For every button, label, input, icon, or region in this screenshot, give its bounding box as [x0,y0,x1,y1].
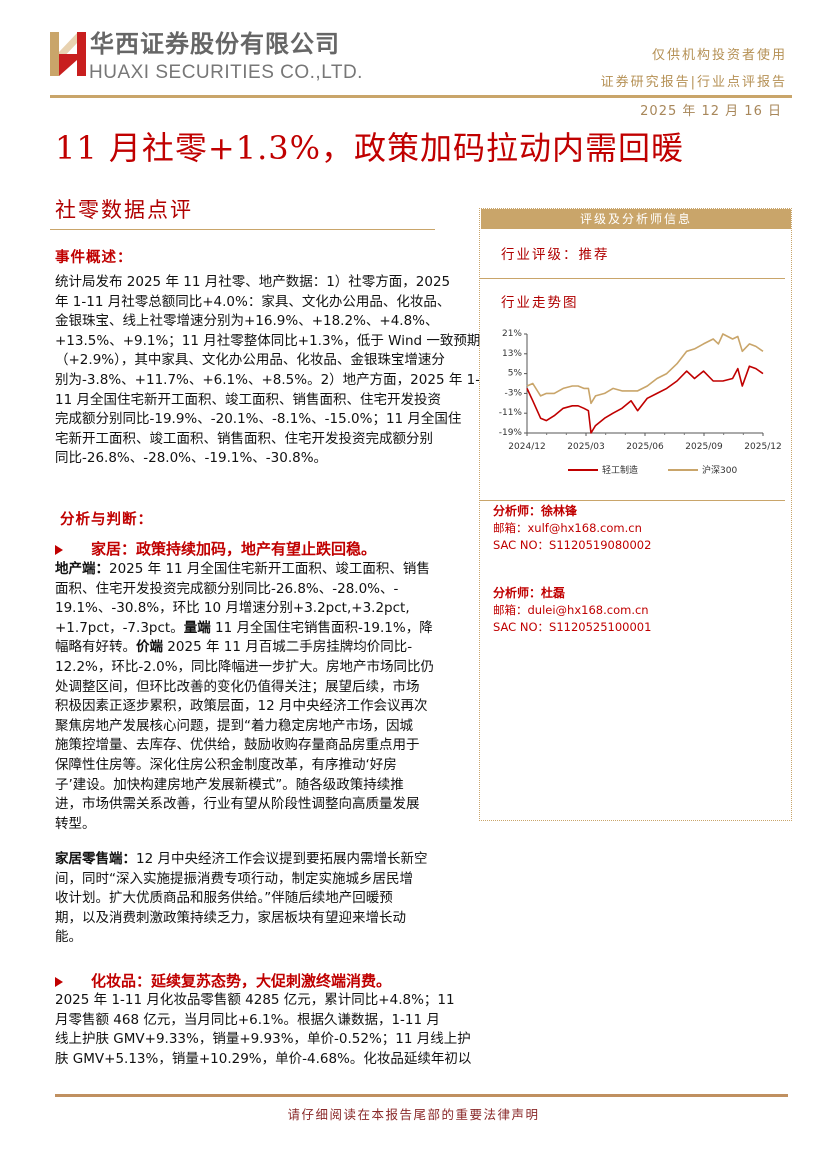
industry-trend-chart: 21% 13% 5% -3% -11% -19% 2024/12 2025/03 2025/06… [499,329,782,476]
text-line: 聚焦房地产发展核心问题，提到“着力稳定房地产市场，因城 [55,717,413,734]
text-line: 积极因素正逐步累积，政策层面，12 月中央经济工作会议再次 [55,698,428,715]
report-subtitle: 社零数据点评 [55,198,193,222]
legal-disclaimer-notice: 请仔细阅读在本报告尾部的重要法律声明 [287,1107,540,1122]
y-tick-label: 21% [502,329,522,339]
text-line: 同比-26.8%、-28.0%、-19.1%、-30.8%。 [55,450,328,467]
report-date: 2025 年 12 月 16 日 [640,104,782,119]
report-title: 11 月社零+1.3%，政策加码拉动内需回暖 [55,129,685,167]
text-line: 幅略有好转。价端 2025 年 11 月百城二手房挂牌均价同比- [55,638,460,658]
text-line: 能。 [55,929,82,946]
property-paragraph: 地产端：2025 年 11 月全国住宅新开工面积、竣工面积、销售 面积、住宅开发… [55,560,460,834]
cosmetics-section-heading: 化妆品：延续复苏态势，大促刺激终端消费。 [55,970,391,991]
home-retail-paragraph: 家居零售端：12 月中央经济工作会议提到要拓展内需增长新空 间，同时“深入实施提… [55,850,460,948]
text-line: 期，以及消费刺激政策持续乏力，家居板块有望迎来增长动 [55,909,406,926]
text-span: 幅略有好转。 [55,639,136,656]
analyst-email[interactable]: 邮箱：xulf@hx168.com.cn [493,521,642,535]
home-section-heading: 家居：政策持续加码，地产有望止跌回稳。 [55,538,376,559]
legend-label: 沪深300 [702,464,737,476]
section-title: 化妆品：延续复苏态势，大促刺激终端消费。 [91,972,392,990]
report-type-tag: 证券研究报告|行业点评报告 [600,75,787,90]
header-divider [50,95,792,98]
text-line: 线上护肤 GMV+9.33%，销量+9.93%，单价-0.52%；11 月线上护 [55,1031,471,1048]
text-line: 完成额分别同比-19.9%、-20.1%、-8.1%、-15.0%；11 月全国… [55,411,462,428]
text-span: +1.7pct，-7.3pct。 [55,619,184,636]
analyst-name: 分析师：徐林锋 [493,504,578,518]
text-line: 金银珠宝、线上社零增速分别为+16.9%、+18.2%、+4.8%、 [55,313,439,330]
text-line: 11 月全国住宅新开工面积、竣工面积、销售面积、住宅开发投资 [55,391,441,408]
event-paragraph: 统计局发布 2025 年 11 月社零、地产数据：1）社零方面，2025 年 1… [55,273,481,469]
analyst-sac: SAC NO：S1120519080002 [493,538,652,552]
text-line: 年 1-11 月社零总额同比+4.0%：家具、文化办公用品、化妆品、 [55,293,451,310]
text-line: 施策控增量、去库存、优供给，鼓励收购存量商品房重点用于 [55,737,420,754]
text-line: 保障性住房等。深化住房公积金制度改革，有序推动‘好房 [55,756,397,773]
text-line: 家居零售端：12 月中央经济工作会议提到要拓展内需增长新空 [55,850,460,870]
analysis-heading: 分析与判断： [60,512,153,528]
x-tick-label: 2024/12 [508,442,545,452]
text-line: 19.1%、-30.8%，环比 10 月增速分别+3.2pct,+3.2pct, [55,600,410,617]
panel-header: 评级及分析师信息 [481,209,791,229]
panel-divider [480,278,785,279]
y-tick-label: -19% [499,428,523,438]
text-span: 2025 年 11 月全国住宅新开工面积、竣工面积、销售 [109,561,430,577]
analyst-name: 分析师：杜磊 [493,586,566,600]
cosmetics-paragraph: 2025 年 1-11 月化妆品零售额 4285 亿元，累计同比+4.8%；11… [55,991,472,1069]
company-name-cn: 华西证券股份有限公司 [90,30,340,58]
text-line: 面积、住宅开发投资完成额分别同比-26.8%、-28.0%、- [55,580,399,597]
x-tick-label: 2025/03 [567,442,604,452]
y-tick-label: 5% [508,369,523,379]
audience-tag: 仅供机构投资者使用 [651,48,787,63]
text-line: 统计局发布 2025 年 11 月社零、地产数据：1）社零方面，2025 [55,274,451,290]
analyst-sac: SAC NO：S1120525100001 [493,620,652,634]
x-tick-label: 2025/12 [744,442,781,452]
text-line: 收计划。扩大优质商品和服务供给。”伴随后续地产回暖预 [55,890,393,907]
property-label: 地产端： [55,561,109,577]
text-line: 转型。 [55,815,96,832]
industry-rating: 行业评级：推荐 [501,247,610,263]
text-line: 肤 GMV+5.13%，销量+10.29%，单价-4.68%。化妆品延续年初以 [55,1050,472,1067]
footer-divider [55,1094,788,1097]
text-span: 12 月中央经济工作会议提到要拓展内需增长新空 [136,851,428,867]
text-line: 进，市场供需关系改善，行业有望从阶段性调整向高质量发展 [55,796,420,813]
text-line: 月零售额 468 亿元，当月同比+6.1%。根据久谦数据，1-11 月 [55,1011,440,1028]
text-span: 11 月全国住宅销售面积-19.1%，降 [215,619,433,636]
text-line: （+2.9%），其中家具、文化办公用品、化妆品、金银珠宝增速分 [55,352,445,369]
legend-label: 轻工制造 [602,464,638,476]
price-label: 价端 [136,639,163,656]
text-line: 宅新开工面积、竣工面积、销售面积、住宅开发投资完成额分别 [55,430,433,447]
text-span: 2025 年 11 月百城二手房挂牌均价同比- [167,639,413,656]
analyst-email[interactable]: 邮箱：dulei@hx168.com.cn [493,603,649,617]
y-tick-label: -3% [504,388,522,398]
y-tick-label: 13% [502,349,522,359]
section-title: 家居：政策持续加码，地产有望止跌回稳。 [91,540,377,558]
text-line: 地产端：2025 年 11 月全国住宅新开工面积、竣工面积、销售 [55,560,460,580]
y-tick-label: -11% [499,408,523,418]
event-heading: 事件概述： [55,250,133,266]
text-line: 子’建设。加快构建房地产发展新模式”。随各级政策持续推 [55,776,404,793]
text-line: +1.7pct，-7.3pct。量端 11 月全国住宅销售面积-19.1%，降 [55,619,460,639]
company-name-en: HUAXI SECURITIES CO.,LTD. [89,62,363,83]
text-line: +13.5%、+9.1%；11 月社零整体同比+1.3%，低于 Wind 一致预… [55,332,481,349]
series-line-轻工制造 [526,365,764,434]
panel-divider [480,500,785,501]
text-line: 别为-3.8%、+11.7%、+6.1%、+8.5%。2）地产方面，2025 年… [55,371,481,388]
triangle-bullet-icon [55,544,63,555]
text-line: 间，同时“深入实施提振消费专项行动，制定实施城乡居民增 [55,870,413,887]
text-line: 处调整区间，但环比改善的变化仍值得关注；展望后续，市场 [55,678,420,695]
text-line: 12.2%，环比-2.0%，同比降幅进一步扩大。房地产市场同比仍 [55,658,435,675]
x-tick-label: 2025/06 [626,442,664,452]
retail-label: 家居零售端： [55,851,136,867]
subtitle-divider [50,229,435,230]
trend-chart-label: 行业走势图 [501,295,579,311]
text-line: 2025 年 1-11 月化妆品零售额 4285 亿元，累计同比+4.8%；11 [55,992,455,1008]
series-line-沪深300 [526,333,764,405]
x-tick-label: 2025/09 [685,442,723,452]
rating-analyst-panel [479,208,792,821]
huaxi-logo-icon [50,32,86,76]
triangle-bullet-icon [55,976,63,987]
volume-label: 量端 [183,619,211,636]
